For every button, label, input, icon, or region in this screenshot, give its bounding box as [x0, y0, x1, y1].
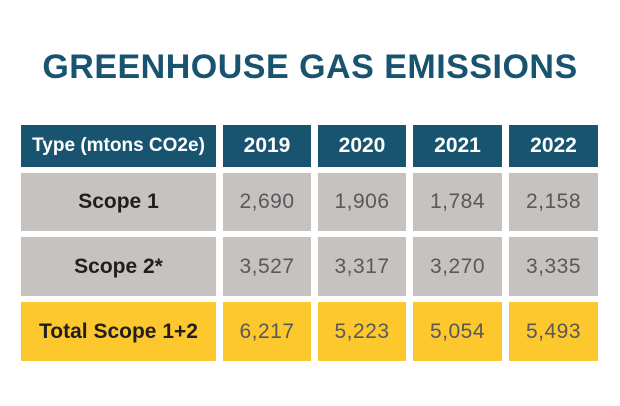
- value-cell-scope2-2020: 3,317: [318, 237, 406, 296]
- header-cell-2021: 2021: [413, 125, 502, 167]
- page-title: GREENHOUSE GAS EMISSIONS: [42, 48, 578, 86]
- value-cell-scope2-2022: 3,335: [509, 237, 598, 296]
- value-cell-total-2021: 5,054: [413, 302, 502, 361]
- value-cell-total-2020: 5,223: [318, 302, 406, 361]
- value-cell-total-2019: 6,217: [223, 302, 311, 361]
- emissions-table: Type (mtons CO2e) 2019 2020 2021 2022 Sc…: [21, 125, 598, 361]
- header-cell-2019: 2019: [223, 125, 311, 167]
- value-cell-scope1-2022: 2,158: [509, 173, 598, 231]
- row-label-scope1: Scope 1: [21, 173, 216, 231]
- value-cell-scope2-2021: 3,270: [413, 237, 502, 296]
- value-cell-scope1-2020: 1,906: [318, 173, 406, 231]
- value-cell-scope2-2019: 3,527: [223, 237, 311, 296]
- row-label-scope2: Scope 2*: [21, 237, 216, 296]
- value-cell-total-2022: 5,493: [509, 302, 598, 361]
- header-cell-2022: 2022: [509, 125, 598, 167]
- value-cell-scope1-2019: 2,690: [223, 173, 311, 231]
- header-cell-type: Type (mtons CO2e): [21, 125, 216, 167]
- header-cell-2020: 2020: [318, 125, 406, 167]
- row-label-total: Total Scope 1+2: [21, 302, 216, 361]
- value-cell-scope1-2021: 1,784: [413, 173, 502, 231]
